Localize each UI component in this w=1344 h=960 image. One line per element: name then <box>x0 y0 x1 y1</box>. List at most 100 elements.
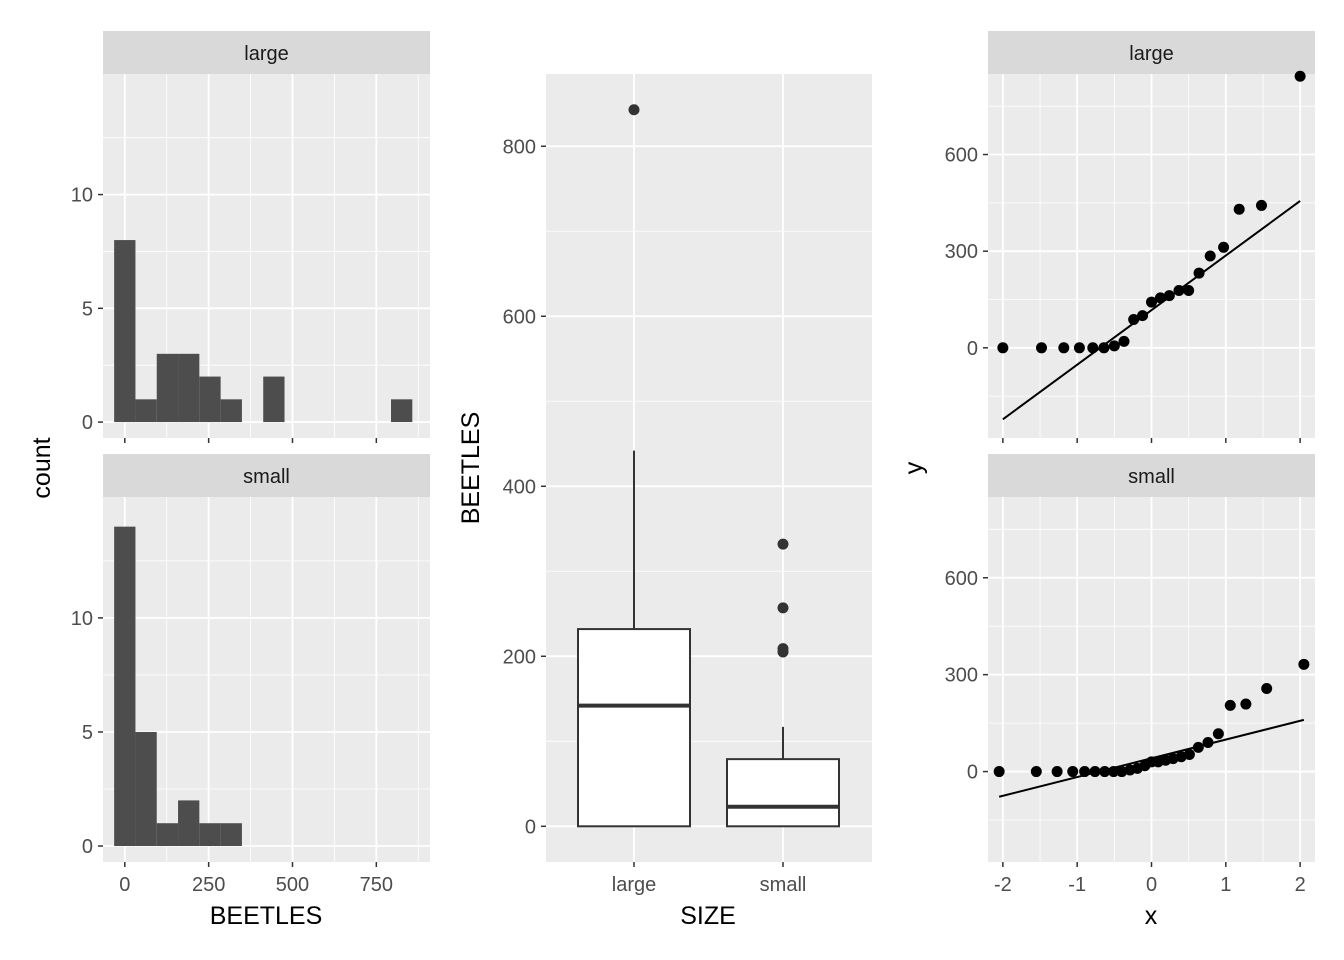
histogram-large-y-tick-label: 0 <box>82 412 93 434</box>
histogram-bar <box>220 399 242 423</box>
histogram-bar <box>199 823 221 847</box>
histogram-bar <box>178 353 200 423</box>
qq-small-strip-label: small <box>1128 466 1175 488</box>
boxplot-x-tick-label: small <box>760 874 807 896</box>
histogram-small-x-tick-label: 250 <box>192 874 225 896</box>
qq-point <box>1192 741 1204 753</box>
histogram-bar <box>156 823 179 847</box>
qq-point <box>1202 736 1214 748</box>
qq-large-y-tick-label: 300 <box>945 241 978 263</box>
histogram-bar <box>156 353 179 423</box>
qq-point <box>1099 766 1111 778</box>
histogram-bar <box>199 376 221 423</box>
qq-point <box>1224 699 1236 711</box>
qq-small-y-tick-label: 0 <box>967 762 978 784</box>
qq-point <box>1183 284 1195 296</box>
boxplot-y-tick-label: 400 <box>503 476 536 498</box>
histogram-large-y-tick-label: 10 <box>71 185 93 207</box>
histogram-y-axis-title: count <box>28 437 56 498</box>
histogram-large-strip-label: large <box>244 43 288 65</box>
histogram-bar <box>114 526 136 847</box>
histogram-small-x-tick-label: 0 <box>119 874 130 896</box>
histogram-bar <box>391 399 413 423</box>
qq-point <box>1108 340 1120 352</box>
histogram-small-x-tick-label: 750 <box>360 874 393 896</box>
qq-point <box>1204 250 1216 262</box>
qq-point <box>1218 241 1230 253</box>
histogram-bar <box>135 731 157 847</box>
boxplot-outlier <box>777 602 789 614</box>
qq-point <box>1051 766 1063 778</box>
histogram-large-y-tick-label: 5 <box>82 298 93 320</box>
histogram-bar <box>220 823 242 847</box>
qq-point <box>1193 267 1205 279</box>
qq-point <box>1089 766 1101 778</box>
boxplot-panel: 0 200 400 600 800 large small <box>503 74 872 896</box>
histogram-x-axis-title: BEETLES <box>210 902 323 930</box>
qq-point <box>1036 342 1048 354</box>
qq-small-y-tick-label: 600 <box>945 568 978 590</box>
qq-plot-panel: large 0 300 600 small 0 300 600 -2 -1 0 1 2 <box>945 31 1315 896</box>
qq-small-x-tick-label: 0 <box>1146 874 1157 896</box>
qq-point <box>1233 203 1245 215</box>
qq-point <box>1173 284 1185 296</box>
qq-point <box>1240 698 1252 710</box>
histogram-small-strip-label: small <box>243 466 290 488</box>
histogram-small-y-tick-label: 5 <box>82 722 93 744</box>
qq-point <box>1030 766 1042 778</box>
qq-point <box>1098 342 1110 354</box>
qq-point <box>1073 342 1085 354</box>
qq-point <box>1118 335 1130 347</box>
qq-point <box>1108 766 1120 778</box>
boxplot-y-tick-label: 200 <box>503 646 536 668</box>
histogram-bar <box>178 800 200 847</box>
boxplot-box-small <box>726 758 840 828</box>
qq-small-y-tick-label: 300 <box>945 665 978 687</box>
qq-x-axis-title: x <box>1145 902 1158 930</box>
qq-point <box>1294 70 1306 82</box>
qq-point <box>1137 310 1149 322</box>
qq-small-x-tick-label: 1 <box>1220 874 1231 896</box>
qq-small-x-tick-label: -1 <box>1068 874 1086 896</box>
boxplot-box-large <box>577 628 691 828</box>
qq-point <box>997 342 1009 354</box>
qq-point <box>1067 766 1079 778</box>
qq-point <box>1146 296 1157 308</box>
histogram-small-strip <box>103 454 430 497</box>
qq-point <box>1116 766 1128 778</box>
boxplot-y-tick-label: 0 <box>525 816 536 838</box>
qq-small-x-tick-label: -2 <box>994 874 1012 896</box>
histogram-bar <box>114 240 136 423</box>
boxplot-outlier <box>777 538 789 550</box>
histogram-small-x-tick-label: 500 <box>276 874 309 896</box>
qq-large-strip <box>988 31 1315 74</box>
qq-point <box>1087 342 1099 354</box>
histogram-panel: large 0 5 10 small 0 5 10 0 250 500 750 <box>71 31 430 896</box>
histogram-bar <box>135 399 157 423</box>
histogram-bar <box>263 376 285 423</box>
qq-point <box>1163 290 1175 302</box>
boxplot-x-tick-label: large <box>612 874 656 896</box>
qq-point <box>1212 728 1224 740</box>
histogram-large-strip <box>103 31 430 74</box>
qq-point <box>1079 766 1091 778</box>
qq-reference-line <box>1002 200 1301 421</box>
qq-point <box>1128 313 1140 325</box>
boxplot-outlier <box>777 646 789 658</box>
qq-point <box>1255 199 1267 211</box>
qq-point <box>1154 292 1166 304</box>
qq-large-y-tick-label: 0 <box>967 338 978 360</box>
boxplot-y-tick-label: 800 <box>503 136 536 158</box>
histogram-small-y-tick-label: 0 <box>82 836 93 858</box>
histogram-small-y-tick-label: 10 <box>71 608 93 630</box>
qq-small-x-tick-label: 2 <box>1295 874 1306 896</box>
qq-point <box>993 766 1005 778</box>
boxplot-x-axis-title: SIZE <box>680 902 736 930</box>
qq-point <box>1058 342 1070 354</box>
qq-large-y-tick-label: 600 <box>945 145 978 167</box>
qq-point <box>1261 683 1273 695</box>
boxplot-y-axis-title: BEETLES <box>457 412 485 525</box>
qq-point <box>1298 658 1310 670</box>
qq-large-strip-label: large <box>1129 43 1173 65</box>
